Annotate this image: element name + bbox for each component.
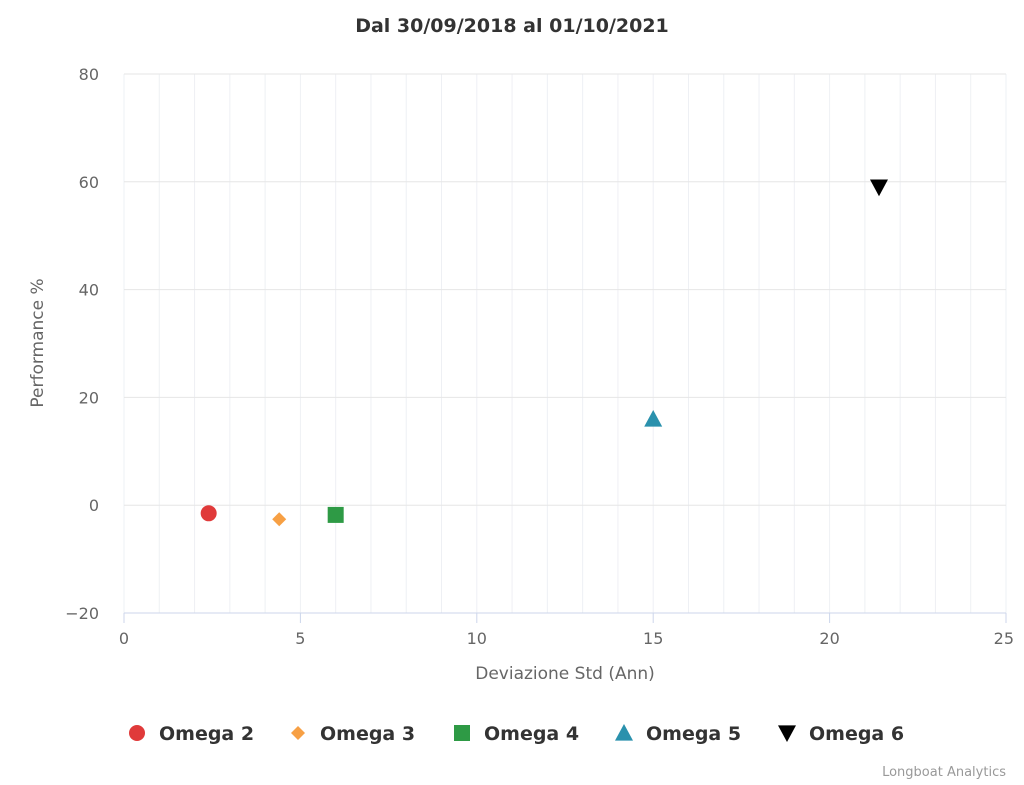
x-tick-label: 0 <box>119 629 129 648</box>
y-tick-label: 60 <box>79 173 99 192</box>
legend-marker[interactable] <box>454 725 470 741</box>
legend-label: Omega 2 <box>159 723 254 745</box>
x-tick-label: 5 <box>295 629 305 648</box>
y-tick-label: 80 <box>79 65 99 84</box>
legend-label: Omega 3 <box>320 723 415 745</box>
x-tick-label: 25 <box>994 629 1014 648</box>
data-point-omega-4[interactable] <box>327 506 344 523</box>
chart-title: Dal 30/09/2018 al 01/10/2021 <box>355 15 669 37</box>
y-tick-label: −20 <box>65 604 99 623</box>
data-point-omega-3[interactable] <box>272 512 287 527</box>
legend-label: Omega 5 <box>646 723 741 745</box>
legend-item-omega-5[interactable]: Omega 5 <box>615 723 741 745</box>
legend-marker[interactable] <box>615 724 633 741</box>
legend-item-omega-3[interactable]: Omega 3 <box>291 723 415 745</box>
legend-item-omega-6[interactable]: Omega 6 <box>778 723 904 745</box>
y-tick-label: 40 <box>79 281 99 300</box>
legend-marker[interactable] <box>291 726 305 740</box>
legend-item-omega-2[interactable]: Omega 2 <box>129 723 254 745</box>
x-tick-label: 15 <box>643 629 663 648</box>
grid-lines <box>123 73 1007 614</box>
x-axis-title: Deviazione Std (Ann) <box>475 664 655 684</box>
legend: Omega 2 Omega 3 Omega 4 Omega 5 Omega 6 <box>129 723 904 745</box>
data-points <box>200 179 888 527</box>
legend-label: Omega 6 <box>809 723 904 745</box>
legend-marker[interactable] <box>778 725 796 742</box>
x-tick-label: 20 <box>819 629 839 648</box>
y-tick-label: 0 <box>89 496 99 515</box>
legend-item-omega-4[interactable]: Omega 4 <box>454 723 579 745</box>
data-point-omega-2[interactable] <box>200 505 217 522</box>
credits-text[interactable]: Longboat Analytics <box>882 765 1006 780</box>
axes: −20 0 20 40 60 80 0 5 10 15 20 25 <box>65 65 1014 648</box>
y-axis-title: Performance % <box>28 278 48 407</box>
legend-marker[interactable] <box>129 725 145 741</box>
x-tick-label: 10 <box>467 629 487 648</box>
legend-label: Omega 4 <box>484 723 579 745</box>
data-point-omega-5[interactable] <box>644 409 663 427</box>
y-tick-label: 20 <box>79 388 99 407</box>
data-point-omega-6[interactable] <box>869 179 888 197</box>
